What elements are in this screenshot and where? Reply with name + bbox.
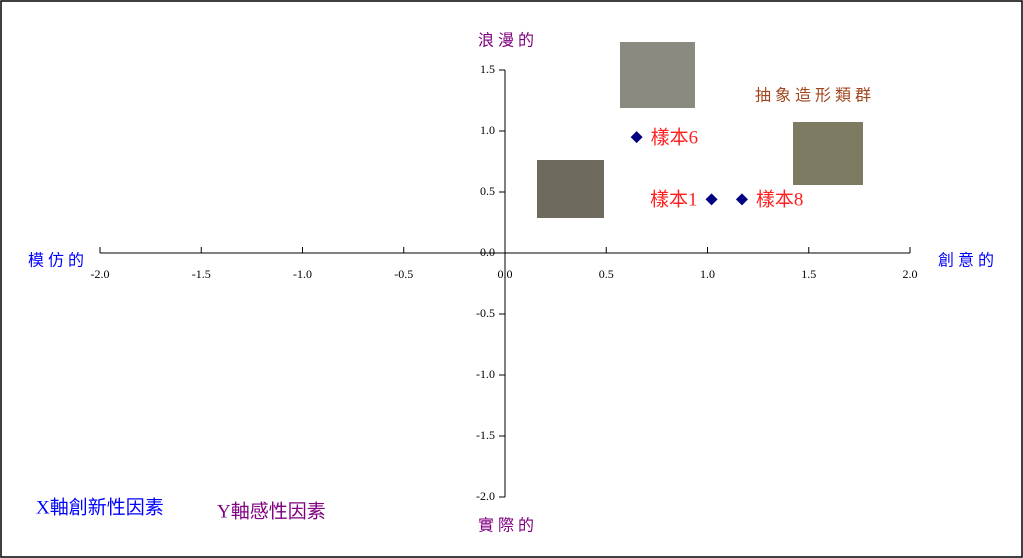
photos (537, 42, 863, 218)
annotation: 抽象造形類群 (755, 87, 875, 105)
y-tick-label: 1.0 (480, 123, 495, 137)
photo (537, 160, 604, 218)
y-axis-top-label: 浪漫的 (478, 32, 538, 50)
x-tick-label: 1.5 (801, 267, 816, 281)
x-tick-label: -2.0 (91, 267, 110, 281)
x-tick-label: 1.0 (700, 267, 715, 281)
y-tick-label: 0.0 (480, 245, 495, 259)
x-tick-label: 0.0 (498, 267, 513, 281)
point-label: 樣本6 (651, 126, 699, 148)
x-tick-label: -0.5 (394, 267, 413, 281)
photo (620, 42, 695, 108)
y-tick-label: -2.0 (476, 489, 495, 503)
x-tick-label: 2.0 (903, 267, 918, 281)
footnote: Y軸感性因素 (217, 500, 326, 522)
point (630, 131, 643, 144)
photo (793, 122, 863, 185)
x-tick-label: -1.5 (192, 267, 211, 281)
point-label: 樣本1 (650, 189, 698, 211)
y-tick-label: 0.5 (480, 184, 495, 198)
y-axis-bottom-label: 實際的 (478, 516, 538, 535)
y-tick-label: -1.0 (476, 367, 495, 381)
footnote: X軸創新性因素 (36, 496, 164, 518)
x-tick-label: 0.5 (599, 267, 614, 281)
point (735, 193, 748, 206)
point (705, 193, 718, 206)
y-tick-label: 1.5 (480, 62, 495, 76)
y-tick-label: -1.5 (476, 428, 495, 442)
x-tick-label: -1.0 (293, 267, 312, 281)
x-axis-right-label: 創意的 (938, 251, 998, 270)
x-axis-left-label: 模仿的 (28, 252, 88, 270)
point-label: 樣本8 (756, 189, 804, 211)
y-tick-label: -0.5 (476, 306, 495, 320)
